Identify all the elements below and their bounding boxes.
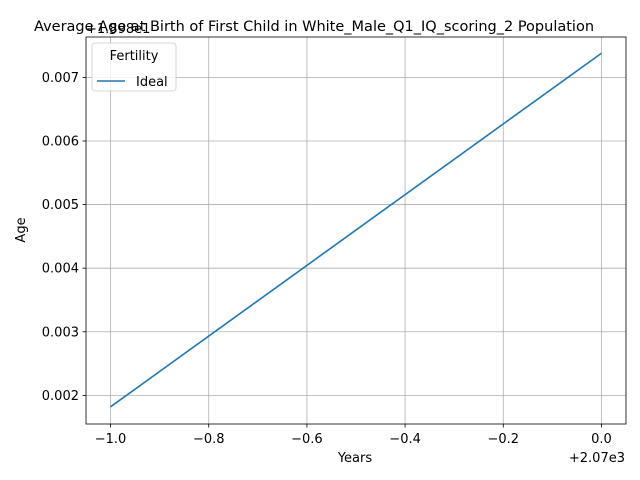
chart-title: Average Age at Birth of First Child in W… — [34, 19, 594, 35]
legend-entry-ideal: Ideal — [136, 75, 168, 90]
y-tick-label: 0.007 — [42, 71, 79, 86]
x-offset-label: +2.07e3 — [569, 451, 625, 466]
y-tick-label: 0.006 — [42, 134, 79, 149]
x-tick-label: −0.6 — [291, 432, 323, 447]
y-axis-ticks: 0.002 0.003 0.004 0.005 0.006 0.007 — [42, 71, 86, 404]
x-tick-label: 0.0 — [591, 432, 612, 447]
series-line-ideal — [110, 52, 602, 408]
y-tick-label: 0.005 — [42, 198, 79, 213]
x-axis-ticks: −1.0 −0.8 −0.6 −0.4 −0.2 0.0 — [95, 424, 612, 447]
x-tick-label: −0.4 — [389, 432, 421, 447]
x-tick-label: −0.8 — [193, 432, 225, 447]
x-tick-label: −0.2 — [487, 432, 519, 447]
y-axis-label: Age — [14, 217, 29, 242]
y-tick-label: 0.002 — [42, 389, 79, 404]
legend-box — [91, 42, 177, 92]
series-lines — [110, 52, 602, 408]
legend: Fertility Ideal — [91, 42, 177, 92]
y-tick-label: 0.003 — [42, 325, 79, 340]
y-tick-label: 0.004 — [42, 262, 79, 277]
x-tick-label: −1.0 — [95, 432, 127, 447]
x-axis-label: Years — [337, 451, 373, 466]
legend-title: Fertility — [110, 49, 159, 64]
y-offset-label: +1.898e1 — [86, 22, 150, 37]
plot-frame — [85, 36, 627, 425]
